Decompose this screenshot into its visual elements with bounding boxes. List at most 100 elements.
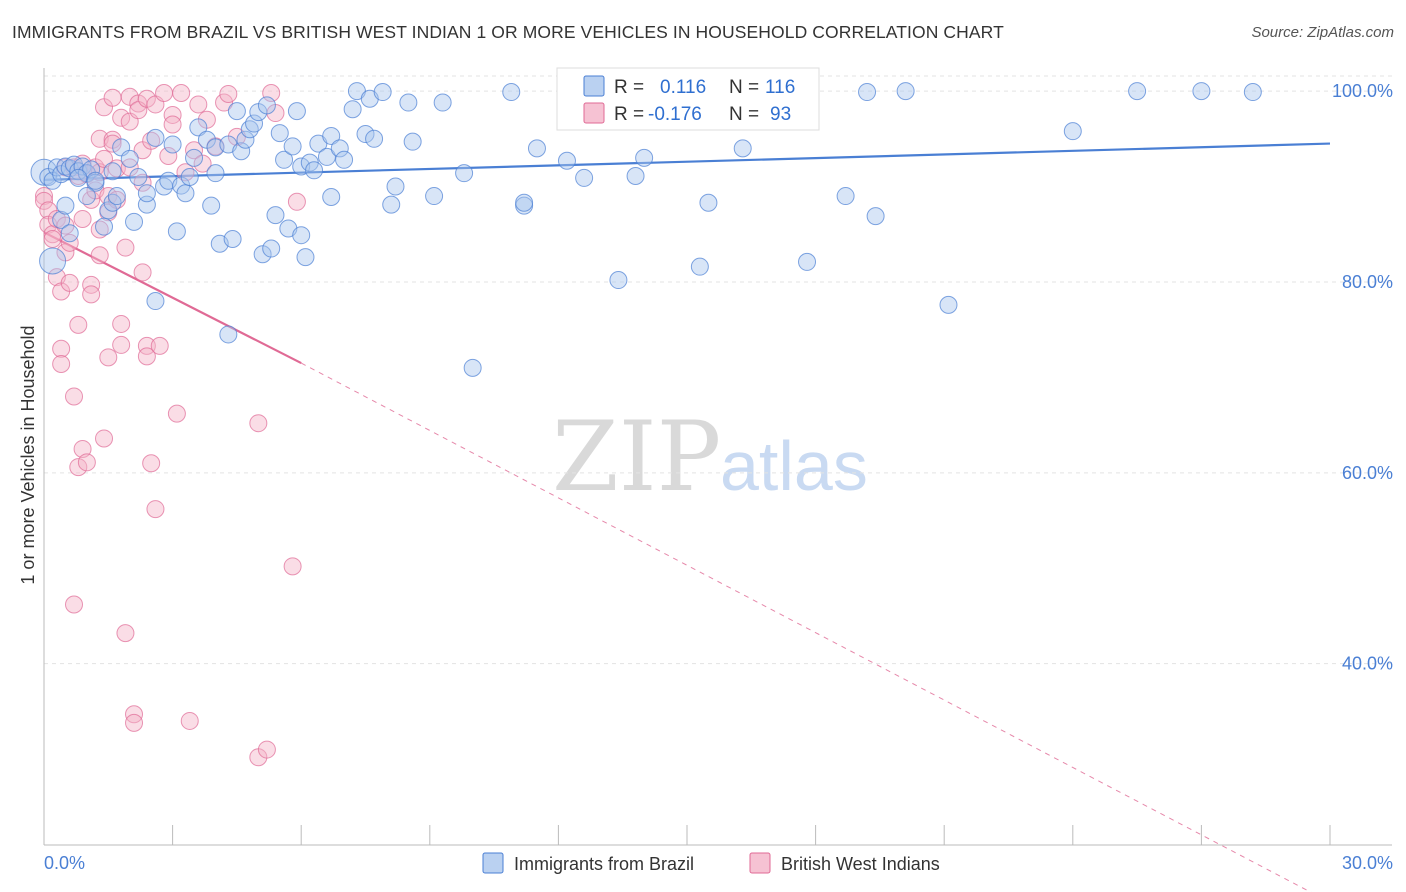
legend-n-label-2: N = <box>729 104 759 125</box>
data-point-brazil <box>463 358 482 377</box>
data-point-bwi <box>185 141 204 160</box>
y-tick-label: 40.0% <box>1342 654 1393 674</box>
data-point-bwi <box>73 439 92 458</box>
data-point-bwi <box>116 624 135 643</box>
data-point-brazil <box>86 171 105 190</box>
data-point-brazil <box>69 168 88 187</box>
trend-line-bwi-extension <box>300 362 1312 892</box>
data-point-bwi <box>163 115 182 134</box>
data-point-bwi <box>287 192 306 211</box>
watermark-atlas: atlas <box>720 427 868 505</box>
watermark-zip: ZIP <box>552 401 721 513</box>
data-point-bwi <box>60 273 79 292</box>
data-point-brazil <box>455 164 474 183</box>
legend-n-label-1: N = <box>729 77 759 98</box>
data-point-brazil <box>699 193 718 212</box>
data-point-bwi <box>193 154 212 173</box>
data-point-brazil <box>330 139 349 158</box>
data-point-brazil <box>189 118 208 137</box>
data-point-brazil <box>163 135 182 154</box>
data-point-brazil <box>373 83 392 102</box>
data-point-brazil <box>609 271 628 290</box>
data-point-bwi <box>215 93 234 112</box>
data-point-bwi <box>219 84 238 103</box>
data-point-brazil <box>120 149 139 168</box>
data-point-brazil <box>343 100 362 119</box>
data-point-bwi <box>112 314 131 333</box>
data-point-bwi <box>65 595 84 614</box>
data-point-bwi <box>189 95 208 114</box>
data-point-brazil <box>236 130 255 149</box>
data-point-brazil <box>107 187 126 206</box>
trend-line-bwi <box>43 231 302 365</box>
data-point-brazil <box>56 196 75 215</box>
legend-r-value-2: -0.176 <box>648 104 702 125</box>
x-tick-label: 30.0% <box>1342 853 1393 873</box>
data-point-brazil <box>1063 122 1082 141</box>
data-point-brazil <box>433 93 452 112</box>
data-point-brazil <box>858 83 877 102</box>
data-point-brazil <box>185 148 204 167</box>
data-point-brazil <box>39 247 67 275</box>
legend-swatch-pink <box>583 102 605 124</box>
data-point-bwi <box>60 233 79 252</box>
data-point-bwi <box>249 414 268 433</box>
data-point-brazil <box>137 184 156 203</box>
x-tick-labels: 0.0% 30.0% <box>44 853 1393 873</box>
data-point-brazil <box>245 114 264 133</box>
data-point-bwi <box>77 453 96 472</box>
data-point-brazil <box>305 161 324 180</box>
x-tick-label: 0.0% <box>44 853 85 873</box>
data-point-bwi <box>35 187 53 206</box>
y-tick-label: 60.0% <box>1342 463 1393 483</box>
data-point-bwi <box>82 285 101 304</box>
data-point-bwi <box>35 191 53 210</box>
watermark: ZIP atlas <box>552 401 868 513</box>
data-point-brazil <box>836 187 855 206</box>
legend-r-label-2: R = <box>614 104 644 125</box>
data-point-bwi <box>90 246 109 265</box>
bottom-legend-label-brazil: Immigrants from Brazil <box>514 854 694 874</box>
data-point-brazil <box>283 137 302 156</box>
data-point-brazil <box>232 142 251 161</box>
data-point-bwi <box>125 713 144 732</box>
data-point-bwi <box>73 209 92 228</box>
data-point-bwi <box>172 83 191 102</box>
trend-line-brazil <box>43 142 1331 181</box>
data-point-bwi <box>163 105 182 124</box>
data-point-brazil <box>515 193 534 212</box>
data-point-bwi <box>69 315 88 334</box>
data-point-brazil <box>292 226 311 245</box>
data-point-brazil <box>146 292 165 311</box>
data-point-brazil <box>52 210 71 229</box>
data-point-bwi <box>159 146 178 165</box>
grid-lines <box>44 75 1392 665</box>
data-point-brazil <box>733 139 752 158</box>
data-point-brazil <box>690 257 709 276</box>
data-point-brazil <box>103 162 122 181</box>
data-point-brazil <box>30 158 58 186</box>
data-point-brazil <box>176 184 195 203</box>
legend-swatch-blue <box>583 75 605 97</box>
chart-title: IMMIGRANTS FROM BRAZIL VS BRITISH WEST I… <box>12 22 1004 42</box>
data-point-bwi <box>82 275 101 294</box>
data-point-bwi <box>103 134 122 153</box>
data-point-brazil <box>167 222 186 241</box>
data-point-brazil <box>275 150 294 169</box>
data-point-brazil <box>257 96 276 115</box>
data-point-bwi <box>95 149 114 168</box>
legend-r-value-1: 0.116 <box>660 77 706 98</box>
data-point-bwi <box>146 500 165 519</box>
data-point-bwi <box>43 230 62 249</box>
data-point-bwi <box>52 355 71 374</box>
data-point-brazil <box>60 224 79 243</box>
data-point-bwi <box>52 339 71 358</box>
data-point-brazil <box>202 196 221 215</box>
data-point-bwi <box>167 404 186 423</box>
data-point-brazil <box>425 187 444 206</box>
data-point-brazil <box>626 167 645 186</box>
y-axis-label: 1 or more Vehicles in Household <box>18 325 38 584</box>
data-point-brazil <box>253 245 272 264</box>
data-point-brazil <box>95 217 114 236</box>
